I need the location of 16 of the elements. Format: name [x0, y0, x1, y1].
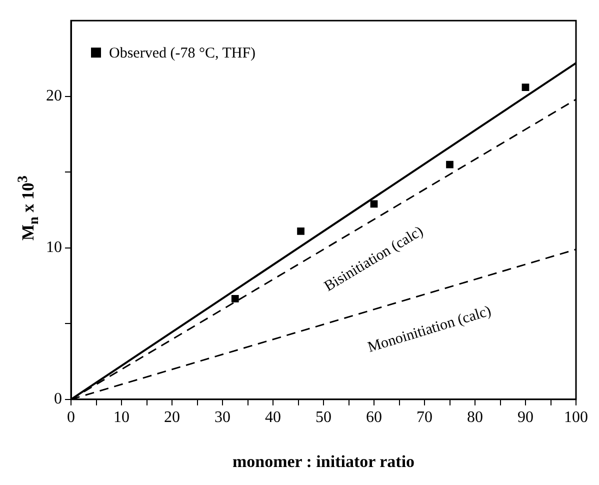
x-tick-label: 90 — [518, 409, 534, 426]
x-tick-label: 10 — [114, 409, 130, 426]
x-tick-label: 60 — [366, 409, 382, 426]
x-tick-label: 80 — [467, 409, 483, 426]
x-tick-label: 20 — [164, 409, 180, 426]
x-tick-label: 40 — [265, 409, 281, 426]
legend-label: Observed (-78 °C, THF) — [109, 46, 256, 62]
y-tick-label: 10 — [46, 239, 62, 256]
x-tick-label: 100 — [564, 409, 588, 426]
x-tick-label: 0 — [67, 409, 75, 426]
x-axis-title: monomer : initiator ratio — [232, 452, 415, 472]
x-tick-label: 30 — [214, 409, 230, 426]
x-tick-label: 70 — [416, 409, 432, 426]
y-tick-label: 20 — [46, 88, 62, 105]
y-tick-label: 0 — [54, 390, 62, 408]
x-tick-label: 50 — [316, 409, 332, 426]
